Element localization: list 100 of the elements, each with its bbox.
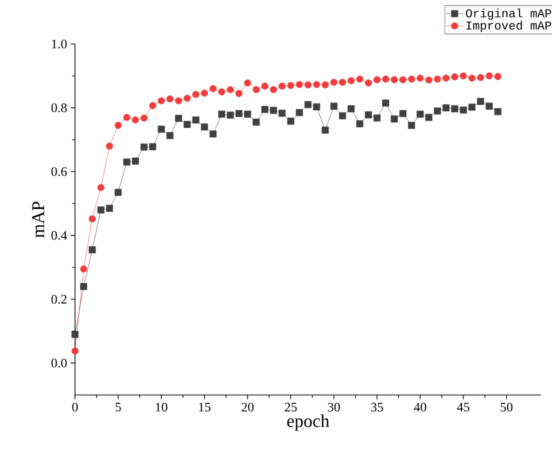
point <box>278 82 286 90</box>
x-tick-label: 25 <box>284 402 297 412</box>
point <box>226 112 234 119</box>
point <box>97 206 104 214</box>
point <box>304 101 312 108</box>
point <box>477 98 484 105</box>
point <box>114 122 122 129</box>
point <box>244 79 252 86</box>
point <box>434 108 441 114</box>
point <box>382 76 390 83</box>
point <box>80 265 88 272</box>
point <box>356 76 364 83</box>
y-tick-label: 0.2 <box>51 294 66 304</box>
x-tick-label: 0 <box>72 402 78 412</box>
point <box>322 126 329 134</box>
point <box>304 81 312 88</box>
point <box>132 116 139 124</box>
point <box>80 283 88 290</box>
point <box>296 109 303 116</box>
y-tick-label: 0.4 <box>51 231 68 240</box>
point <box>494 108 502 116</box>
point <box>356 120 364 128</box>
legend-label: Improved mAP <box>466 20 552 32</box>
x-axis-title: epoch <box>287 414 330 431</box>
point <box>149 102 156 110</box>
point <box>200 90 208 97</box>
point <box>278 110 286 117</box>
point <box>330 102 338 110</box>
point <box>287 82 294 89</box>
x-tick-label: 5 <box>116 402 121 412</box>
point <box>88 246 96 254</box>
point <box>425 114 432 121</box>
point <box>158 97 165 104</box>
point <box>123 158 130 166</box>
point <box>235 110 242 118</box>
point <box>477 74 484 81</box>
point <box>486 72 493 80</box>
point <box>425 76 432 84</box>
point <box>261 106 268 113</box>
point <box>114 188 122 196</box>
point <box>192 116 200 124</box>
point <box>123 114 130 121</box>
point <box>382 100 390 107</box>
point <box>348 77 355 84</box>
point <box>390 115 398 122</box>
point <box>364 79 372 86</box>
point <box>434 76 441 83</box>
point <box>140 114 148 122</box>
point <box>399 76 406 84</box>
x-tick-label: 10 <box>156 402 168 412</box>
point <box>218 88 226 96</box>
point <box>460 72 467 80</box>
point <box>184 94 191 102</box>
point <box>442 74 450 82</box>
point <box>158 126 165 133</box>
point <box>390 76 398 84</box>
point <box>88 215 96 222</box>
point <box>313 103 320 110</box>
legend-label: Original mAP <box>466 8 552 20</box>
point <box>374 114 381 122</box>
point <box>244 110 252 118</box>
point <box>270 106 277 114</box>
point <box>287 118 294 125</box>
point <box>166 132 174 140</box>
point <box>408 122 416 129</box>
point <box>460 106 467 114</box>
point <box>486 102 493 110</box>
y-tick-label: 0.8 <box>51 103 67 112</box>
point <box>408 76 416 83</box>
point <box>106 204 114 212</box>
point <box>149 143 156 150</box>
y-tick-label: 1.0 <box>52 40 67 48</box>
point <box>210 130 217 138</box>
point <box>252 118 260 126</box>
point <box>399 110 406 118</box>
x-tick-label: 30 <box>328 402 340 412</box>
point <box>200 123 208 130</box>
point <box>270 86 277 94</box>
x-tick-label: 35 <box>371 402 384 412</box>
point <box>184 120 191 128</box>
point <box>296 81 303 88</box>
point <box>72 347 79 354</box>
point <box>322 81 329 88</box>
point <box>140 144 148 151</box>
point <box>339 78 346 86</box>
point <box>218 110 226 118</box>
x-tick-label: 50 <box>500 402 512 412</box>
point <box>374 76 381 84</box>
point <box>313 81 320 88</box>
point <box>210 85 217 92</box>
point <box>175 97 182 104</box>
point <box>416 110 424 118</box>
x-tick-label: 15 <box>199 402 210 412</box>
point <box>451 73 458 80</box>
point <box>235 90 242 97</box>
point <box>252 86 260 94</box>
point <box>97 184 104 192</box>
y-tick-label: 0.0 <box>51 358 67 368</box>
point <box>192 90 200 98</box>
y-axis-title: mAP <box>32 202 44 238</box>
